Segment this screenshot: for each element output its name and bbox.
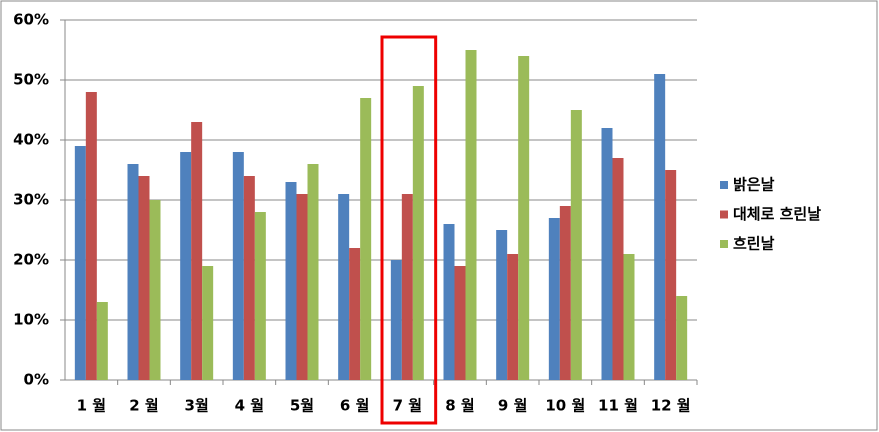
x-tick-label: 12 월 bbox=[651, 397, 691, 415]
legend-swatch bbox=[720, 210, 728, 219]
y-tick-label: 20% bbox=[13, 251, 49, 269]
legend-label: 밝은날 bbox=[733, 176, 775, 194]
y-tick-label: 30% bbox=[13, 191, 49, 209]
y-tick-label: 10% bbox=[13, 311, 49, 329]
bar bbox=[180, 152, 192, 380]
x-tick-label: 11 월 bbox=[598, 397, 638, 415]
bar bbox=[570, 110, 582, 380]
bar bbox=[496, 230, 508, 380]
x-tick-label: 2 월 bbox=[129, 397, 158, 415]
bar bbox=[507, 254, 519, 380]
y-tick-label: 40% bbox=[13, 131, 49, 149]
x-tick-label: 6 월 bbox=[340, 397, 369, 415]
bar bbox=[360, 98, 372, 380]
legend-label: 대체로 흐린날 bbox=[733, 205, 821, 223]
y-tick-label: 60% bbox=[13, 11, 49, 29]
bar bbox=[127, 164, 139, 380]
bar bbox=[665, 170, 677, 380]
bar bbox=[138, 176, 150, 380]
bar bbox=[232, 152, 244, 380]
bar bbox=[465, 50, 477, 380]
bar bbox=[454, 266, 466, 380]
bar bbox=[254, 212, 266, 380]
bar bbox=[654, 74, 666, 380]
x-tick-label: 10 월 bbox=[545, 397, 585, 415]
bar bbox=[390, 260, 402, 380]
legend-swatch bbox=[720, 240, 728, 248]
y-tick-label: 50% bbox=[13, 71, 49, 89]
bar bbox=[149, 200, 161, 380]
bar bbox=[412, 86, 424, 380]
x-tick-label: 5월 bbox=[290, 397, 314, 415]
legend-swatch bbox=[720, 181, 728, 189]
bar bbox=[623, 254, 635, 380]
bar bbox=[676, 296, 688, 380]
bar bbox=[548, 218, 560, 380]
bar bbox=[202, 266, 214, 380]
legend-label: 흐린날 bbox=[733, 235, 775, 253]
bar bbox=[285, 182, 297, 380]
bar bbox=[307, 164, 319, 380]
bar bbox=[243, 176, 255, 380]
bar bbox=[401, 194, 413, 380]
y-tick-label: 0% bbox=[24, 371, 49, 389]
bar bbox=[443, 224, 455, 380]
x-tick-label: 3월 bbox=[185, 397, 209, 415]
bar bbox=[191, 122, 203, 380]
bar bbox=[559, 206, 571, 380]
bar bbox=[296, 194, 308, 380]
bar bbox=[518, 56, 530, 380]
highlight-box bbox=[380, 35, 438, 425]
bar bbox=[349, 248, 361, 380]
x-tick-label: 8 월 bbox=[445, 397, 474, 415]
x-tick-label: 9 월 bbox=[498, 397, 527, 415]
bar bbox=[601, 128, 613, 380]
bar bbox=[74, 146, 86, 380]
bar bbox=[96, 302, 108, 380]
bar bbox=[612, 158, 624, 380]
x-tick-label: 7 월 bbox=[393, 397, 422, 415]
bar bbox=[338, 194, 350, 380]
bar bbox=[85, 92, 97, 380]
x-tick-label: 1 월 bbox=[77, 397, 106, 415]
x-tick-label: 4 월 bbox=[235, 397, 264, 415]
